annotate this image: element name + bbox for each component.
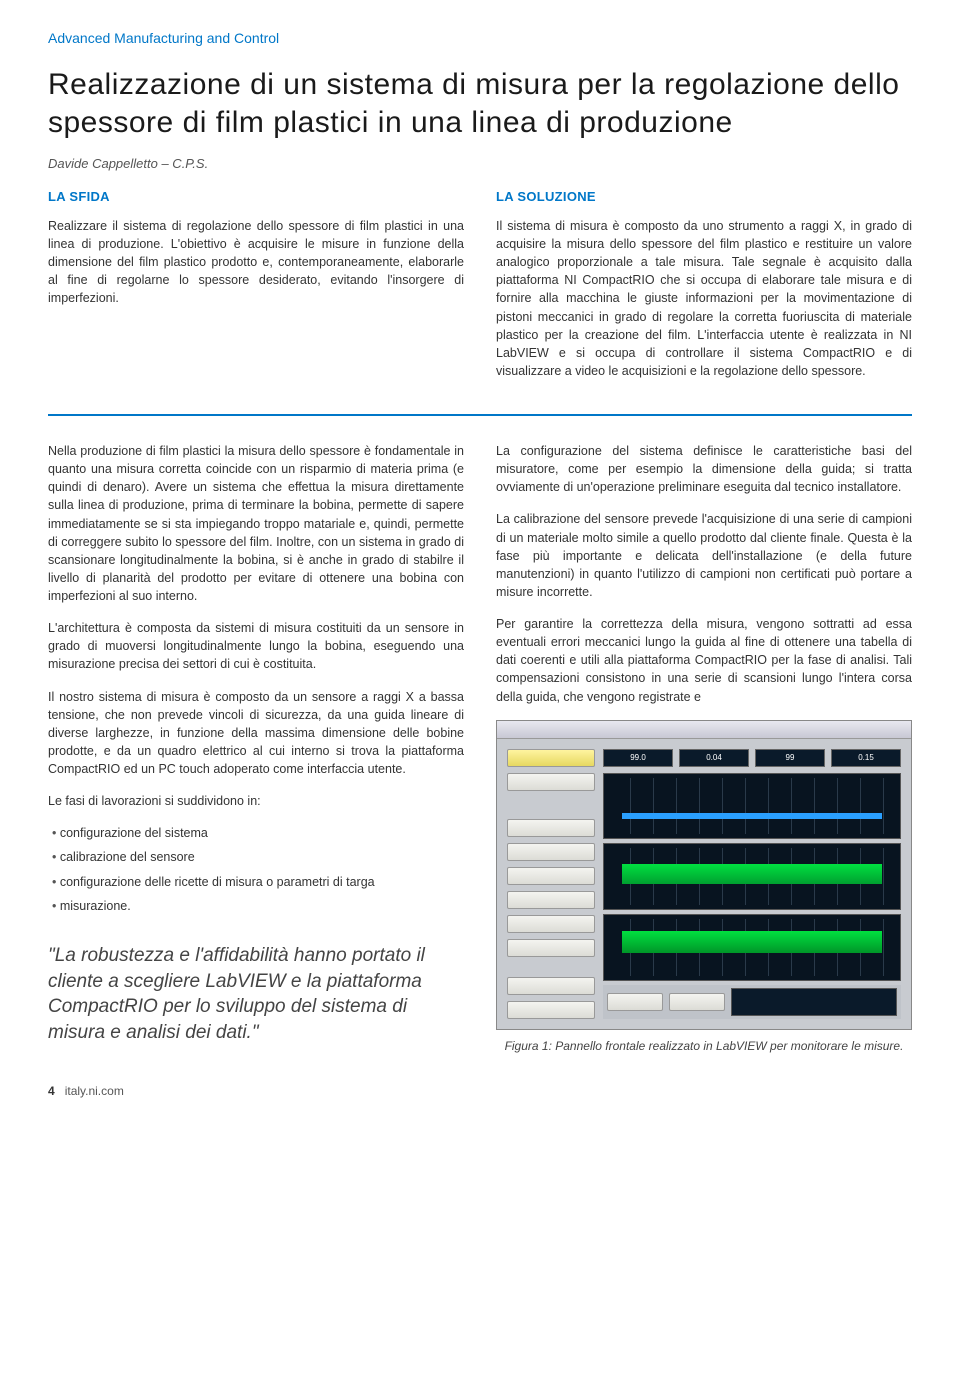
- body-left-p3: Il nostro sistema di misura è composto d…: [48, 688, 464, 779]
- footer-site: italy.ni.com: [65, 1083, 124, 1100]
- labview-screenshot: 99.0 0.04 99 0.15: [496, 720, 912, 1030]
- screenshot-plot-3: [603, 914, 901, 981]
- screenshot-button: [507, 939, 595, 957]
- screenshot-button: [507, 891, 595, 909]
- phases-list: configurazione del sistema calibrazione …: [48, 824, 464, 915]
- screenshot-plot-2: [603, 843, 901, 910]
- field-micron: 99.0: [603, 749, 673, 767]
- sfida-heading: LA SFIDA: [48, 188, 464, 207]
- screenshot-button: [507, 915, 595, 933]
- phase-item: misurazione.: [52, 897, 464, 915]
- section-divider: [48, 414, 912, 416]
- category-label: Advanced Manufacturing and Control: [48, 28, 912, 48]
- screenshot-button: [507, 819, 595, 837]
- field-scan-avg: 99: [755, 749, 825, 767]
- screenshot-button: [507, 867, 595, 885]
- page-footer: 4 italy.ni.com: [48, 1083, 912, 1100]
- phase-item: configurazione del sistema: [52, 824, 464, 842]
- phases-intro: Le fasi di lavorazioni si suddividono in…: [48, 792, 464, 810]
- screenshot-button: [607, 993, 663, 1011]
- page-number: 4: [48, 1083, 55, 1100]
- screenshot-button: [507, 843, 595, 861]
- author-line: Davide Cappelletto – C.P.S.: [48, 155, 912, 174]
- soluzione-heading: LA SOLUZIONE: [496, 188, 912, 207]
- screenshot-button: [507, 773, 595, 791]
- screenshot-button: [507, 749, 595, 767]
- figure-caption: Figura 1: Pannello frontale realizzato i…: [496, 1038, 912, 1055]
- screenshot-titlebar: [497, 721, 911, 739]
- pull-quote: "La robustezza e l'affidabilità hanno po…: [48, 943, 464, 1046]
- screenshot-plot-1: [603, 773, 901, 840]
- field-sigma: 0.15: [831, 749, 901, 767]
- soluzione-text: Il sistema di misura è composto da uno s…: [496, 217, 912, 380]
- body-right-p3: Per garantire la correttezza della misur…: [496, 615, 912, 706]
- sfida-text: Realizzare il sistema di regolazione del…: [48, 217, 464, 308]
- field-m: 0.04: [679, 749, 749, 767]
- body-left-p2: L'architettura è composta da sistemi di …: [48, 619, 464, 673]
- screenshot-bottombar: [603, 985, 901, 1019]
- phase-item: calibrazione del sensore: [52, 848, 464, 866]
- screenshot-log: [731, 988, 897, 1016]
- screenshot-sidebar: [507, 749, 595, 1019]
- body-left-p1: Nella produzione di film plastici la mis…: [48, 442, 464, 605]
- screenshot-button: [507, 977, 595, 995]
- screenshot-readouts: 99.0 0.04 99 0.15: [603, 749, 901, 767]
- body-right-p2: La calibrazione del sensore prevede l'ac…: [496, 510, 912, 601]
- screenshot-button: [507, 1001, 595, 1019]
- phase-item: configurazione delle ricette di misura o…: [52, 873, 464, 891]
- body-right-p1: La configurazione del sistema definisce …: [496, 442, 912, 496]
- screenshot-button: [669, 993, 725, 1011]
- page-title: Realizzazione di un sistema di misura pe…: [48, 66, 912, 141]
